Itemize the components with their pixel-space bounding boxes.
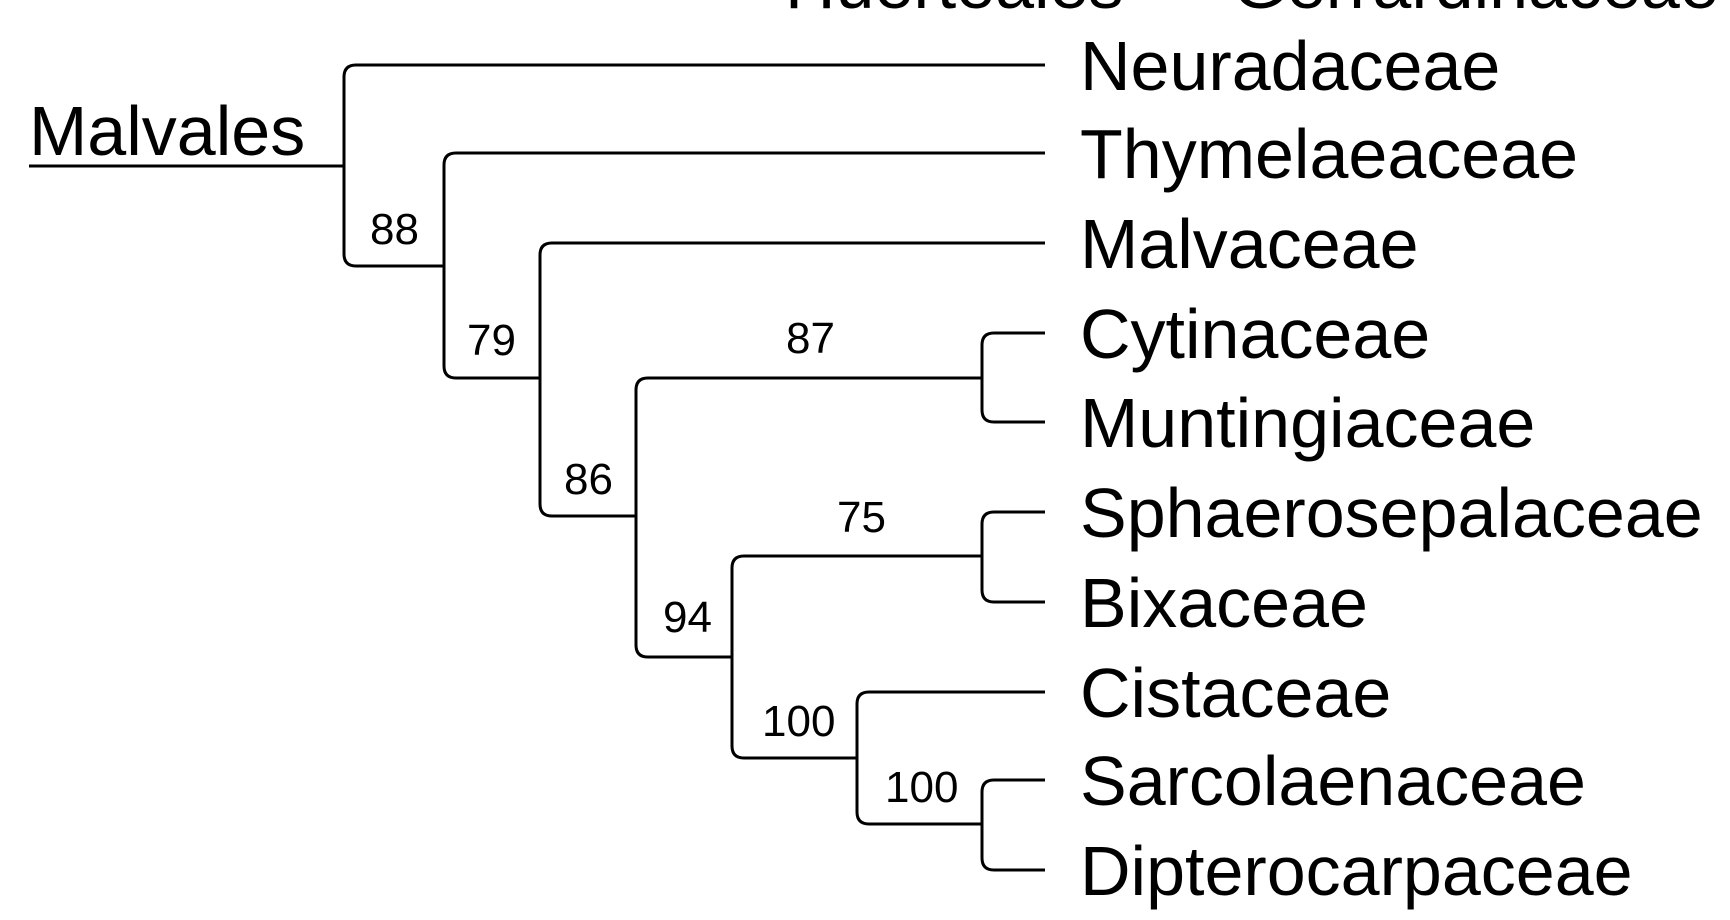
taxon-label-neuradaceae: Neuradaceae bbox=[1080, 27, 1500, 105]
branch-node-79 bbox=[538, 241, 1045, 518]
branch-node-86 bbox=[634, 376, 982, 659]
support-value-100-a: 100 bbox=[762, 697, 835, 746]
support-value-75: 75 bbox=[837, 493, 886, 542]
taxon-label-cytinaceae: Cytinaceae bbox=[1080, 295, 1430, 373]
support-value-100-b: 100 bbox=[885, 763, 958, 812]
branch-node-94 bbox=[730, 554, 982, 760]
taxon-label-malvaceae: Malvaceae bbox=[1080, 205, 1419, 283]
branch-node-75 bbox=[980, 510, 1045, 604]
order-label: Malvales bbox=[29, 92, 305, 170]
taxon-label-bixaceae: Bixaceae bbox=[1080, 564, 1368, 642]
support-value-88: 88 bbox=[370, 205, 419, 254]
support-value-87: 87 bbox=[786, 314, 835, 363]
support-value-79: 79 bbox=[467, 316, 516, 365]
taxon-label-muntingiaceae: Muntingiaceae bbox=[1080, 384, 1535, 462]
taxon-label-dipterocarpaceae: Dipterocarpaceae bbox=[1080, 832, 1633, 910]
branch-node-88 bbox=[442, 151, 1045, 380]
branch-node-100-a bbox=[855, 690, 1045, 826]
cropped-header-text: Huerteales — Gerrardinaceae bbox=[785, 0, 1719, 23]
support-value-94: 94 bbox=[663, 593, 712, 642]
branch-node-87 bbox=[980, 331, 1045, 424]
support-value-86: 86 bbox=[564, 455, 613, 504]
branch-node-root bbox=[342, 63, 1045, 268]
branch-node-100-b bbox=[980, 778, 1045, 872]
taxon-label-thymelaeaceae: Thymelaeaceae bbox=[1080, 115, 1578, 193]
taxon-label-cistaceae: Cistaceae bbox=[1080, 654, 1391, 732]
taxon-label-sphaerosepalaceae: Sphaerosepalaceae bbox=[1080, 474, 1703, 552]
taxon-label-sarcolaenaceae: Sarcolaenaceae bbox=[1080, 742, 1586, 820]
